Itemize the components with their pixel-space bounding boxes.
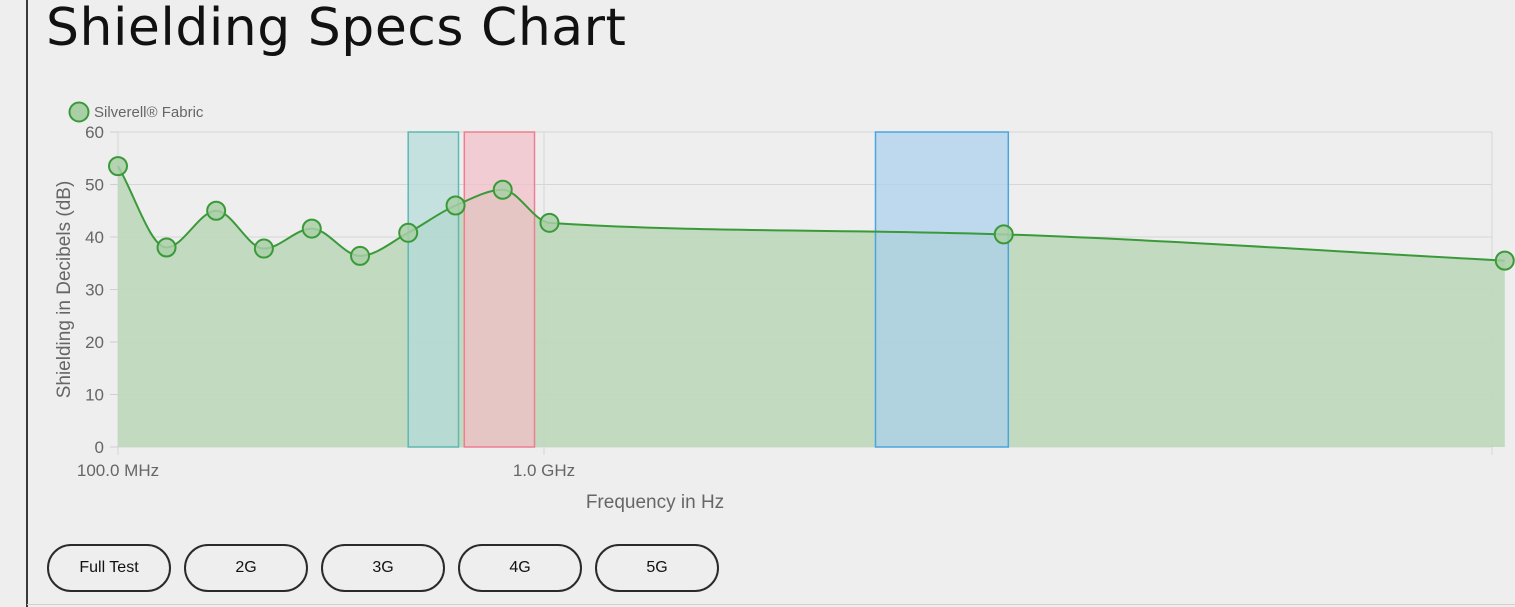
shielding-chart: 0 10 20 30 40 50 60 100.0 MHz 1.0 GHz Frequency i… [54, 101, 1515, 513]
left-border [26, 0, 28, 607]
y-tick-label: 30 [85, 281, 104, 300]
data-point [539, 212, 560, 233]
x-axis-title: Frequency in Hz [586, 492, 724, 513]
y-tick-label: 10 [85, 386, 104, 405]
data-point [1494, 250, 1515, 271]
x-tick-label: 1.0 GHz [513, 461, 575, 480]
y-tick-label: 40 [85, 228, 104, 247]
data-point [350, 245, 371, 266]
x-tick-label: 100.0 MHz [77, 461, 159, 480]
frequency-band-3 [874, 131, 1010, 448]
frequency-band-2 [463, 131, 536, 448]
y-axis-title: Shielding in Decibels (dB) [54, 181, 75, 399]
data-point [492, 179, 513, 200]
frequency-band-1 [407, 131, 460, 448]
data-point [445, 195, 466, 216]
page-title: Shielding Specs Chart [46, 0, 627, 58]
data-point [156, 237, 177, 258]
data-point [301, 218, 322, 239]
y-tick-label: 0 [95, 438, 104, 457]
y-tick-label: 60 [85, 123, 104, 142]
series-area-fill [118, 166, 1505, 447]
full-test-button[interactable]: Full Test [47, 544, 171, 592]
bottom-divider [27, 604, 1515, 605]
5g-button[interactable]: 5G [595, 544, 719, 592]
data-point [108, 156, 128, 177]
data-point [398, 222, 419, 243]
2g-button[interactable]: 2G [184, 544, 308, 592]
y-tick-label: 50 [85, 176, 104, 195]
data-point [993, 224, 1014, 245]
data-point [206, 200, 227, 221]
3g-button[interactable]: 3G [321, 544, 445, 592]
legend-marker [68, 101, 90, 123]
y-tick-label: 20 [85, 333, 104, 352]
data-point [253, 238, 274, 259]
4g-button[interactable]: 4G [458, 544, 582, 592]
legend-label: Silverell® Fabric [94, 104, 204, 121]
band-filter-buttons: Full Test 2G 3G 4G 5G [47, 544, 719, 592]
